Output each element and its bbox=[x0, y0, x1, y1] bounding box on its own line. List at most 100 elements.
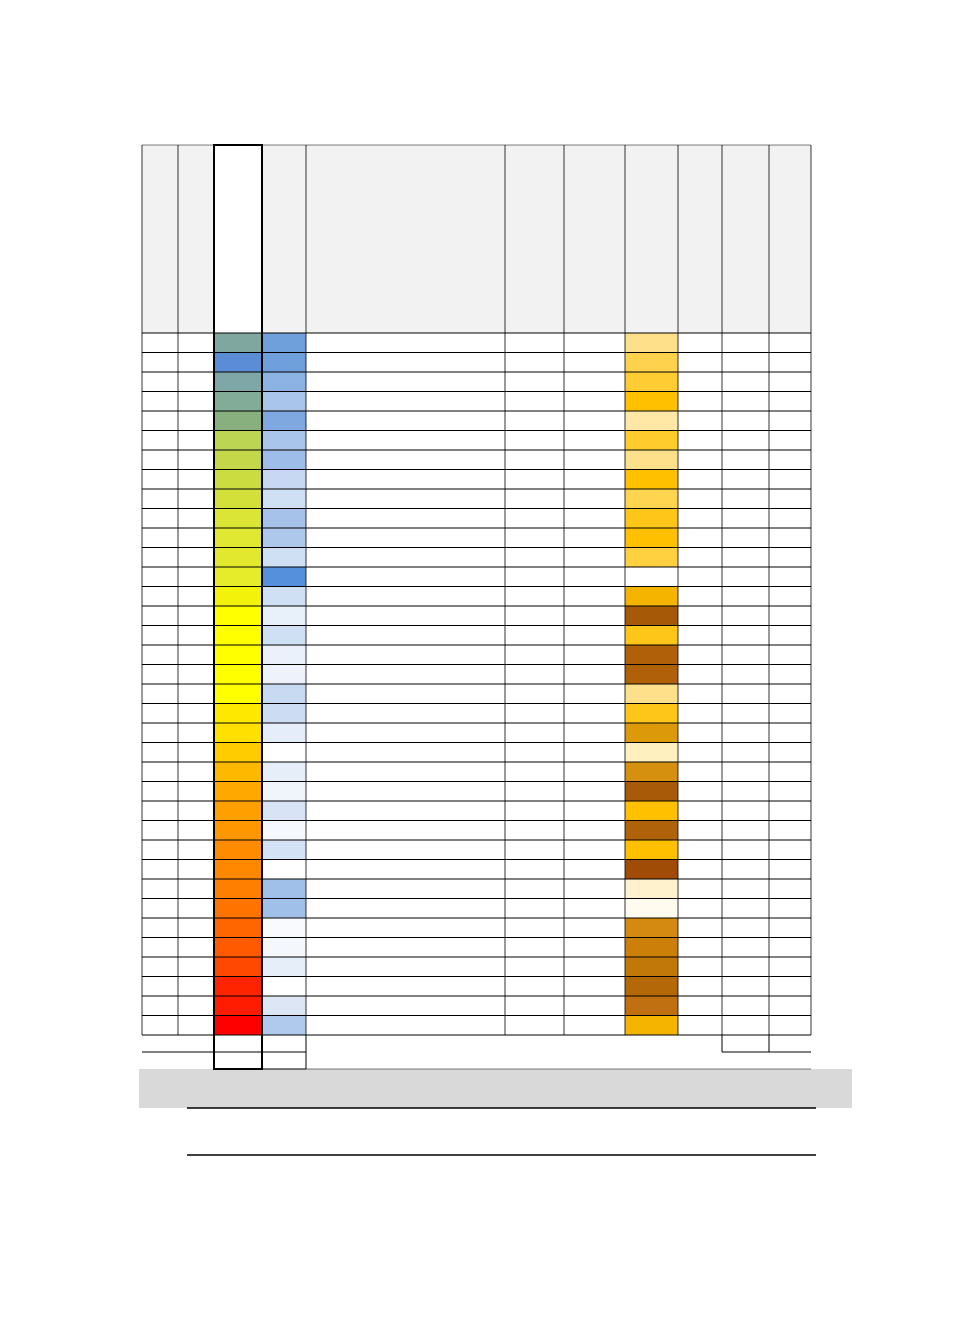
color-cell bbox=[625, 937, 678, 957]
color-cell bbox=[625, 430, 678, 450]
color-cell bbox=[214, 352, 262, 372]
color-cell bbox=[262, 957, 306, 977]
color-cell bbox=[214, 684, 262, 704]
color-cell bbox=[262, 547, 306, 567]
color-cell bbox=[625, 645, 678, 665]
color-cell bbox=[262, 1015, 306, 1035]
color-cell bbox=[625, 976, 678, 996]
color-cell bbox=[625, 879, 678, 899]
color-cell bbox=[214, 508, 262, 528]
color-cell bbox=[262, 606, 306, 626]
color-cell bbox=[262, 781, 306, 801]
color-cell bbox=[262, 333, 306, 353]
color-cell bbox=[214, 430, 262, 450]
color-cell bbox=[625, 781, 678, 801]
color-cell bbox=[262, 450, 306, 470]
color-cell bbox=[262, 430, 306, 450]
grid bbox=[141, 144, 812, 1070]
color-cell bbox=[214, 957, 262, 977]
column-outline bbox=[213, 144, 263, 1070]
color-cell bbox=[262, 391, 306, 411]
color-cell bbox=[214, 898, 262, 918]
color-cell bbox=[625, 820, 678, 840]
color-cell bbox=[214, 976, 262, 996]
color-cell bbox=[262, 489, 306, 509]
color-cell bbox=[214, 528, 262, 548]
color-cell bbox=[625, 898, 678, 918]
color-cell bbox=[262, 723, 306, 743]
color-cell bbox=[214, 645, 262, 665]
color-cell bbox=[262, 664, 306, 684]
color-cell bbox=[625, 547, 678, 567]
color-cell bbox=[625, 1015, 678, 1035]
color-cell bbox=[262, 820, 306, 840]
color-cell bbox=[625, 664, 678, 684]
color-cell bbox=[262, 801, 306, 821]
color-cell bbox=[214, 333, 262, 353]
color-cell bbox=[262, 411, 306, 431]
color-cell bbox=[262, 645, 306, 665]
color-cell bbox=[625, 508, 678, 528]
color-cell bbox=[214, 1015, 262, 1035]
color-cell bbox=[214, 450, 262, 470]
color-cell bbox=[262, 859, 306, 879]
color-cell bbox=[262, 528, 306, 548]
color-cell bbox=[625, 840, 678, 860]
color-cell bbox=[625, 528, 678, 548]
color-cell bbox=[625, 391, 678, 411]
color-cell bbox=[625, 450, 678, 470]
color-cell bbox=[262, 937, 306, 957]
footer-band bbox=[139, 1069, 852, 1108]
color-cell bbox=[214, 879, 262, 899]
color-cell bbox=[214, 586, 262, 606]
color-cell bbox=[625, 859, 678, 879]
color-cell bbox=[262, 352, 306, 372]
color-cell bbox=[262, 762, 306, 782]
color-cell bbox=[262, 918, 306, 938]
color-cell bbox=[625, 996, 678, 1016]
color-cell bbox=[625, 918, 678, 938]
color-cell bbox=[214, 606, 262, 626]
color-cell bbox=[214, 859, 262, 879]
color-cell bbox=[214, 411, 262, 431]
color-cell bbox=[625, 333, 678, 353]
color-cell bbox=[262, 703, 306, 723]
color-cell bbox=[214, 840, 262, 860]
color-cell bbox=[625, 352, 678, 372]
header-cell bbox=[214, 145, 262, 333]
color-cell bbox=[262, 976, 306, 996]
color-cell bbox=[625, 372, 678, 392]
color-cell bbox=[625, 762, 678, 782]
color-cell bbox=[214, 469, 262, 489]
color-cell bbox=[214, 937, 262, 957]
color-cell bbox=[262, 840, 306, 860]
color-cell bbox=[262, 625, 306, 645]
color-cell bbox=[214, 820, 262, 840]
color-cell bbox=[214, 781, 262, 801]
color-cell bbox=[625, 606, 678, 626]
color-cell bbox=[214, 625, 262, 645]
color-cell bbox=[214, 664, 262, 684]
color-cell bbox=[262, 508, 306, 528]
color-cell bbox=[214, 996, 262, 1016]
color-cell bbox=[262, 567, 306, 587]
color-cell bbox=[625, 586, 678, 606]
color-cell bbox=[214, 391, 262, 411]
color-cell bbox=[625, 703, 678, 723]
color-cell bbox=[625, 684, 678, 704]
color-cell bbox=[262, 996, 306, 1016]
color-cell bbox=[625, 567, 678, 587]
color-cell bbox=[625, 801, 678, 821]
color-cell bbox=[214, 567, 262, 587]
color-cell bbox=[214, 918, 262, 938]
color-cell bbox=[262, 898, 306, 918]
cells bbox=[214, 333, 678, 1035]
color-cell bbox=[625, 469, 678, 489]
color-cell bbox=[214, 703, 262, 723]
color-cell bbox=[214, 762, 262, 782]
color-cell bbox=[262, 742, 306, 762]
color-cell bbox=[214, 723, 262, 743]
color-cell bbox=[625, 742, 678, 762]
color-cell bbox=[214, 372, 262, 392]
